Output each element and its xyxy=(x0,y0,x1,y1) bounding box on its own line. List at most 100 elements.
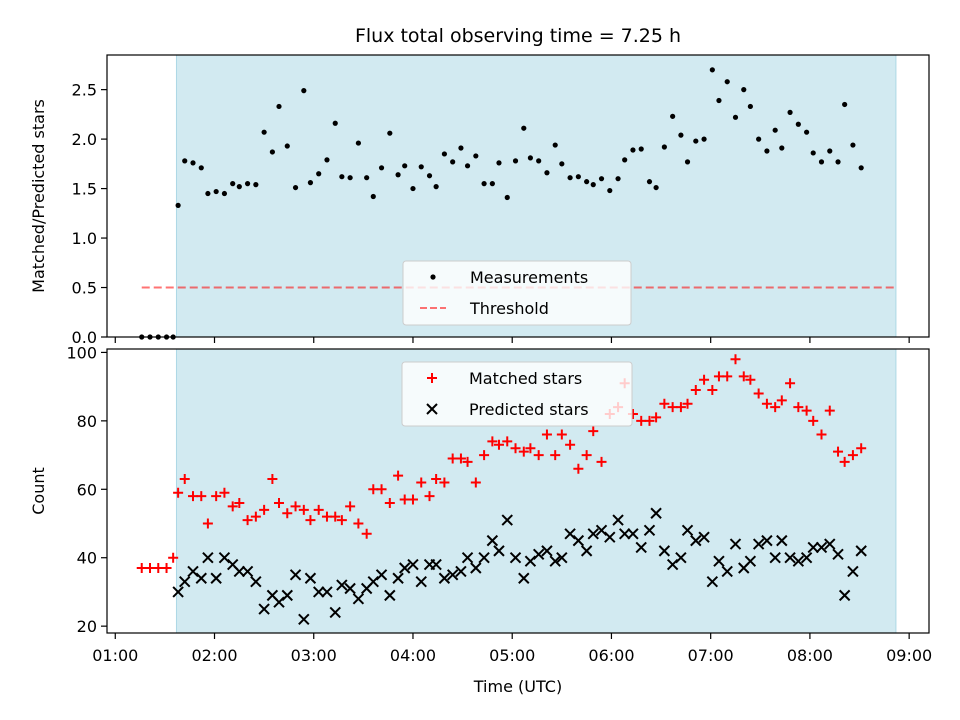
data-point xyxy=(415,575,427,588)
data-point xyxy=(387,130,393,136)
data-point xyxy=(792,555,805,567)
y-tick-label: 100 xyxy=(66,343,97,362)
x-tick-label: 01:00 xyxy=(92,646,138,665)
data-point xyxy=(227,501,238,512)
data-point xyxy=(518,572,530,584)
data-point xyxy=(375,569,388,581)
data-point xyxy=(179,575,191,588)
data-point xyxy=(501,514,513,526)
data-point xyxy=(544,170,550,176)
data-point xyxy=(581,450,592,461)
legend-marker xyxy=(430,274,436,280)
data-point xyxy=(575,174,581,180)
data-point xyxy=(259,504,270,515)
data-point xyxy=(202,552,214,564)
data-point xyxy=(784,552,796,564)
data-point xyxy=(175,202,181,208)
data-point xyxy=(567,175,573,181)
x-tick-label: 03:00 xyxy=(291,646,337,665)
data-point xyxy=(690,534,702,547)
data-point xyxy=(713,555,725,567)
data-point xyxy=(195,572,207,584)
data-point xyxy=(493,545,505,557)
data-point xyxy=(630,147,636,153)
data-point xyxy=(824,538,836,550)
data-point xyxy=(329,606,341,619)
data-point xyxy=(596,456,607,467)
data-point xyxy=(496,160,502,166)
data-point xyxy=(644,415,655,426)
data-point xyxy=(855,545,867,557)
data-point xyxy=(210,572,222,584)
data-point xyxy=(250,575,262,588)
data-point xyxy=(651,412,662,423)
data-point xyxy=(690,385,701,396)
axes-frame xyxy=(106,54,930,338)
data-point xyxy=(595,524,608,537)
data-point xyxy=(470,562,482,574)
series-measurements xyxy=(139,67,864,340)
data-point xyxy=(525,443,536,454)
legend-label: Threshold xyxy=(469,299,549,318)
data-point xyxy=(785,378,796,389)
data-point xyxy=(336,515,347,526)
y-axis-label: Count xyxy=(29,467,48,515)
data-point xyxy=(716,97,722,104)
data-point xyxy=(464,163,471,169)
legend-label: Predicted stars xyxy=(469,400,589,419)
data-point xyxy=(213,188,219,195)
data-point xyxy=(384,497,395,508)
data-point xyxy=(618,528,631,540)
data-point xyxy=(635,541,647,554)
data-point xyxy=(833,446,844,457)
data-point xyxy=(353,518,364,529)
data-point xyxy=(473,153,479,159)
data-point xyxy=(709,67,715,73)
data-point xyxy=(458,145,464,151)
data-point xyxy=(345,501,356,512)
data-point xyxy=(730,354,741,365)
data-point xyxy=(615,176,621,182)
data-point xyxy=(205,190,211,197)
y-tick-label: 1.0 xyxy=(72,229,97,248)
x-tick-label: 09:00 xyxy=(886,646,932,665)
data-point xyxy=(682,398,693,409)
data-point xyxy=(524,555,537,567)
series-predicted-stars xyxy=(172,507,867,626)
data-point xyxy=(607,187,613,194)
data-point xyxy=(675,402,686,413)
data-point xyxy=(196,491,207,502)
data-point xyxy=(701,136,707,142)
legend-marker xyxy=(427,373,437,383)
data-point xyxy=(298,504,309,515)
data-point xyxy=(738,371,749,382)
data-point xyxy=(219,487,230,498)
data-point xyxy=(808,415,819,426)
data-point xyxy=(590,182,596,188)
data-point xyxy=(290,501,301,512)
data-point xyxy=(666,558,679,571)
data-point xyxy=(198,165,204,171)
data-point xyxy=(661,144,667,150)
data-point xyxy=(827,148,833,154)
data-point xyxy=(347,175,353,181)
data-point xyxy=(653,184,659,191)
data-point xyxy=(541,545,553,557)
data-point xyxy=(770,402,781,413)
data-point xyxy=(764,148,770,154)
data-point xyxy=(462,456,473,467)
data-point xyxy=(550,450,561,461)
data-point xyxy=(584,179,590,185)
data-point xyxy=(487,436,498,447)
x-tick-label: 02:00 xyxy=(191,646,237,665)
data-point xyxy=(622,157,628,163)
data-point xyxy=(527,155,534,161)
data-point xyxy=(772,127,778,133)
data-point xyxy=(307,180,314,186)
data-point xyxy=(549,555,561,567)
data-point xyxy=(384,589,396,602)
data-point xyxy=(832,548,844,561)
data-point xyxy=(801,405,812,416)
data-point xyxy=(218,552,231,564)
